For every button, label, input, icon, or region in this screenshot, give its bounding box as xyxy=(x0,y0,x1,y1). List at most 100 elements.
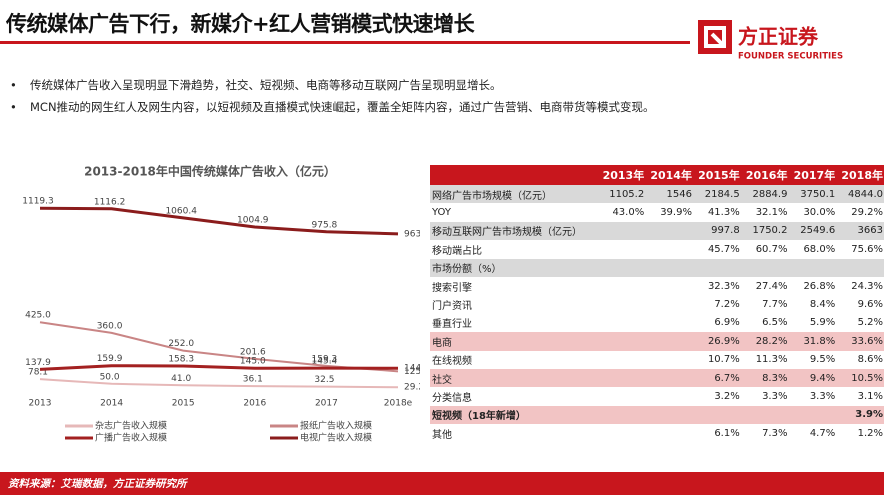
bullet-list: 传统媒体广告收入呈现明显下滑趋势，社交、短视频、电商等移动互联网广告呈现明显增长… xyxy=(10,74,655,118)
table-cell: 5.2% xyxy=(857,317,883,329)
data-label: 159.3 xyxy=(312,354,338,364)
chart: 2013-2018年中国传统媒体广告收入（亿元） 2013 2014 2015 2016… xyxy=(22,164,420,444)
table-cell: 6.7% xyxy=(692,368,741,388)
table-cell: 43.0% xyxy=(612,207,645,219)
table-cell xyxy=(740,405,789,425)
data-label: 144.8 xyxy=(404,364,420,374)
data-label: 1116.2 xyxy=(94,197,126,207)
table-cell: 4.7% xyxy=(809,427,836,439)
table-cell: 39.9% xyxy=(660,207,692,219)
table-cell xyxy=(645,405,693,425)
legend-label: 杂志广告收入规模 xyxy=(95,420,167,432)
table-cell: 市场份额（%） xyxy=(430,258,598,277)
table-cell: 8.4% xyxy=(809,299,836,311)
table-cell: 移动互联网广告市场规模（亿元） xyxy=(430,221,598,241)
table-row: 社交 6.7% 8.3% 9.4% 10.5% xyxy=(430,368,884,388)
table-cell xyxy=(597,332,646,351)
table-cell xyxy=(645,240,693,258)
table-cell: 2015年 xyxy=(692,165,741,185)
table-row: 门户资讯 7.2% 7.7% 8.4% 9.6% xyxy=(430,295,884,313)
table-cell: 29.2% xyxy=(851,207,883,219)
table-cell: 门户资讯 xyxy=(432,301,472,313)
table-cell xyxy=(788,405,837,425)
table-cell: 在线视频 xyxy=(432,356,472,368)
table-cell: 1105.2 xyxy=(597,185,646,204)
table-cell: 8.3% xyxy=(740,368,789,388)
table-cell: 垂直行业 xyxy=(432,319,472,331)
table-cell: 30.0% xyxy=(803,207,836,219)
table-cell: 2018年 xyxy=(836,165,884,185)
data-label: 975.8 xyxy=(312,220,338,230)
legend-label: 报纸广告收入规模 xyxy=(300,420,372,432)
table-row: 市场份额（%） xyxy=(430,258,884,277)
series-line xyxy=(39,321,399,373)
table-cell xyxy=(645,424,693,442)
slide-title: 传统媒体广告下行，新媒介+红人营销模式快速增长 xyxy=(6,12,475,36)
data-label: 145.4 xyxy=(312,357,338,367)
table-cell: 2013年 xyxy=(597,165,646,185)
table-cell: 28.2% xyxy=(740,332,789,351)
table-row: 网络广告市场规模（亿元） 1105.2 1546 2184.5 2884.9 3750.1… xyxy=(430,185,884,204)
table-row: 搜索引擎 32.3% 27.4% 26.8% 24.3% xyxy=(430,277,884,295)
table-row: 移动端占比 45.7% 60.7% 68.0% 75.6% xyxy=(430,240,884,258)
table-cell xyxy=(597,277,645,295)
table-cell: 6.1% xyxy=(714,427,740,439)
legend-label: 广播广告收入规模 xyxy=(95,432,167,444)
data-label: 1119.3 xyxy=(22,197,54,207)
table-cell: 33.6% xyxy=(836,332,884,351)
table-cell: 5.9% xyxy=(809,317,836,329)
table-cell xyxy=(645,351,693,369)
table-row: 短视频（18年新增） 3.9% xyxy=(430,405,884,425)
data-label: 159.9 xyxy=(97,354,123,364)
table-cell: 32.1% xyxy=(755,207,788,219)
table-cell: 分类信息 xyxy=(432,392,472,404)
table-row: 垂直行业 6.9% 6.5% 5.9% 5.2% xyxy=(430,314,884,332)
table-cell xyxy=(597,368,646,388)
table-cell xyxy=(645,295,693,313)
data-label: 145.0 xyxy=(240,357,266,367)
table-cell: 7.3% xyxy=(762,427,788,439)
table-cell: 搜索引擎 xyxy=(432,282,472,294)
table-cell: 3.1% xyxy=(857,390,883,402)
data-label: 360.0 xyxy=(97,321,123,331)
data-label: 425.0 xyxy=(25,311,51,321)
table-cell xyxy=(645,332,693,351)
data-label: 1060.4 xyxy=(165,206,197,216)
table-cell: 27.4% xyxy=(755,280,788,292)
table-cell xyxy=(597,351,645,369)
table-row: 移动互联网广告市场规模（亿元） 997.8 1750.2 2549.6 3663 xyxy=(430,221,884,241)
table-row: 2013年 2014年 2015年 2016年 2017年 2018年 xyxy=(430,165,884,185)
bullet: 传统媒体广告收入呈现明显下滑趋势，社交、短视频、电商等移动互联网广告呈现明显增长… xyxy=(10,74,655,96)
table-cell xyxy=(597,424,645,442)
table-cell: 电商 xyxy=(430,332,598,351)
table-cell: 3.3% xyxy=(762,390,788,402)
data-label: 158.3 xyxy=(168,355,194,365)
table-cell: 社交 xyxy=(430,368,598,388)
data-label: 29.2 xyxy=(404,383,420,393)
table-cell xyxy=(597,240,645,258)
data-label: 201.6 xyxy=(240,347,266,357)
table-cell xyxy=(645,277,693,295)
table-cell: 短视频（18年新增） xyxy=(430,405,598,425)
table-cell: 2184.5 xyxy=(692,185,741,204)
table-cell: 41.3% xyxy=(707,207,740,219)
table-cell: 1.2% xyxy=(857,427,883,439)
table-cell: 3750.1 xyxy=(788,185,837,204)
table-cell: 6.5% xyxy=(762,317,788,329)
table-cell: 3.3% xyxy=(809,390,836,402)
table-row: 电商 26.9% 28.2% 31.8% 33.6% xyxy=(430,332,884,351)
table-cell xyxy=(645,221,693,241)
table-row: 其他 6.1% 7.3% 4.7% 1.2% xyxy=(430,424,884,442)
title-rule xyxy=(0,41,690,44)
data-label: 41.0 xyxy=(171,374,191,384)
table-cell: 10.7% xyxy=(707,354,740,366)
table-cell xyxy=(645,387,693,405)
x-tick-label: 2017 xyxy=(315,399,338,409)
table-row: YOY 43.0% 39.9% 41.3% 32.1% 30.0% 29.2% xyxy=(430,203,884,221)
table-cell: 网络广告市场规模（亿元） xyxy=(430,185,598,204)
data-label: 78.1 xyxy=(28,368,48,378)
table-cell xyxy=(597,314,645,332)
table-cell: 2017年 xyxy=(788,165,837,185)
table-cell: 1546 xyxy=(645,185,693,204)
table-cell xyxy=(597,295,645,313)
